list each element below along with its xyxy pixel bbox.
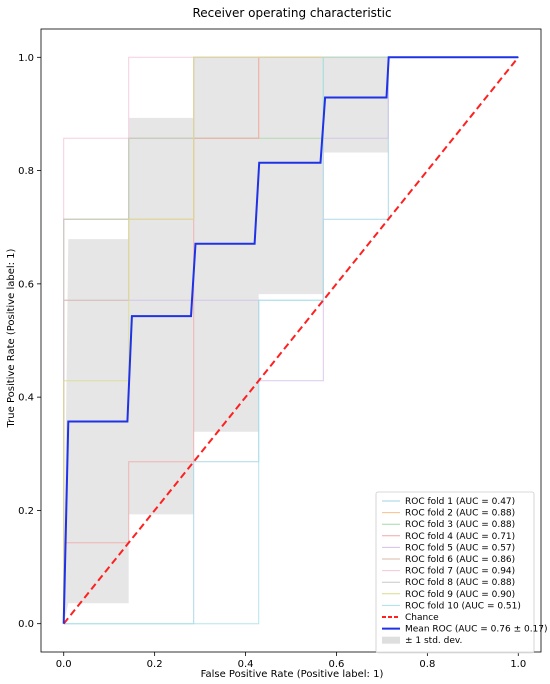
legend-fold-3-label: ROC fold 3 (AUC = 0.88): [405, 520, 515, 530]
chance-layer: [62, 56, 520, 625]
roc-fold-4-line: [63, 56, 519, 624]
x-tick-label: 1.0: [510, 659, 526, 670]
x-tick-label: 0.8: [419, 659, 435, 670]
std-band-layer: [63, 57, 389, 624]
legend-fold-10-label: ROC fold 10 (AUC = 0.51): [405, 601, 521, 611]
legend-fold-2-label: ROC fold 2 (AUC = 0.88): [405, 509, 515, 519]
chart-title: Receiver operating characteristic: [192, 6, 391, 20]
x-axis-label: False Positive Rate (Positive label: 1): [201, 669, 384, 680]
y-tick-label: 0.4: [18, 393, 34, 404]
chance-line: [62, 56, 520, 625]
y-tick-label: 0.6: [18, 279, 34, 290]
legend-fold-6-label: ROC fold 6 (AUC = 0.86): [405, 555, 515, 565]
legend-fold-1-label: ROC fold 1 (AUC = 0.47): [405, 497, 515, 507]
legend-fold-8-label: ROC fold 8 (AUC = 0.88): [405, 578, 515, 588]
fold-curves-layer: [63, 56, 519, 625]
roc-fold-9-line: [63, 56, 519, 624]
mean-roc-line: [62, 56, 519, 624]
legend-fold-7-label: ROC fold 7 (AUC = 0.94): [405, 567, 515, 577]
legend-chance-label: Chance: [405, 613, 439, 623]
legend-mean-roc-label: Mean ROC (AUC = 0.76 ± 0.17): [405, 625, 548, 635]
legend-fold-4-label: ROC fold 4 (AUC = 0.71): [405, 532, 515, 542]
legend: ROC fold 1 (AUC = 0.47) ROC fold 2 (AUC =…: [375, 491, 548, 654]
roc-fold-10-line: [63, 56, 519, 625]
legend-box: [375, 491, 535, 654]
y-tick-label: 0.8: [18, 166, 34, 177]
legend-fold-9-label: ROC fold 9 (AUC = 0.90): [405, 590, 515, 600]
y-tick-label: 0.0: [18, 619, 34, 630]
y-tick-label: 1.0: [18, 53, 34, 64]
x-tick-label: 0.0: [56, 659, 72, 670]
mean-roc-layer: [62, 56, 519, 624]
y-axis-label: True Positive Rate (Positive label: 1): [6, 248, 17, 428]
legend-fold-5-label: ROC fold 5 (AUC = 0.57): [405, 543, 515, 553]
std-dev-band: [63, 57, 389, 624]
plot-frame: [40, 28, 542, 653]
y-axis-ticks: 0.0 0.2 0.4 0.6 0.8 1.0: [18, 53, 41, 630]
legend-std-band-label: ± 1 std. dev.: [405, 636, 462, 646]
x-tick-label: 0.2: [147, 659, 163, 670]
x-tick-label: 0.4: [238, 659, 254, 670]
x-tick-label: 0.6: [329, 659, 345, 670]
legend-std-band-swatch: [382, 636, 400, 644]
y-tick-label: 0.2: [18, 506, 34, 517]
